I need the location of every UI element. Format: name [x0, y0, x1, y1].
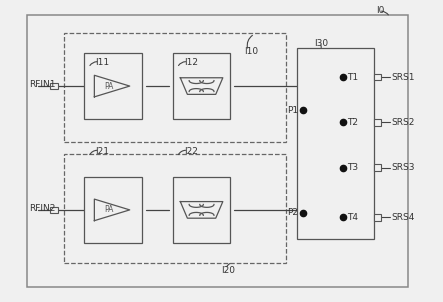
Text: T1: T1 [347, 72, 358, 82]
Bar [64, 33, 286, 142]
Text: I12: I12 [184, 58, 198, 67]
Text: PA: PA [105, 82, 114, 91]
Text: T4: T4 [347, 213, 358, 222]
Bar [297, 48, 374, 239]
Text: P1: P1 [287, 106, 298, 115]
Text: RFIN1: RFIN1 [29, 80, 55, 89]
Bar [374, 119, 381, 126]
Text: I11: I11 [95, 58, 109, 67]
Text: I10: I10 [244, 47, 258, 56]
Text: RFIN2: RFIN2 [29, 204, 55, 213]
Text: I21: I21 [95, 146, 109, 156]
Text: I30: I30 [315, 39, 329, 48]
Text: I22: I22 [184, 146, 198, 156]
Text: I20: I20 [222, 266, 236, 275]
Bar [374, 214, 381, 221]
Text: P2: P2 [287, 208, 298, 217]
Bar [374, 74, 381, 80]
Text: T3: T3 [347, 163, 358, 172]
Text: SRS2: SRS2 [391, 118, 415, 127]
Bar [84, 53, 142, 119]
Text: SRS4: SRS4 [391, 213, 415, 222]
Bar [27, 15, 408, 287]
Bar [374, 164, 381, 171]
Bar [50, 83, 58, 89]
Bar [173, 53, 230, 119]
Text: SRS3: SRS3 [391, 163, 415, 172]
Text: SRS1: SRS1 [391, 72, 415, 82]
Bar [50, 207, 58, 213]
Text: PA: PA [105, 205, 114, 214]
Text: I0: I0 [376, 6, 384, 15]
Bar [64, 154, 286, 263]
Bar [84, 177, 142, 243]
Bar [173, 177, 230, 243]
Text: T2: T2 [347, 118, 358, 127]
